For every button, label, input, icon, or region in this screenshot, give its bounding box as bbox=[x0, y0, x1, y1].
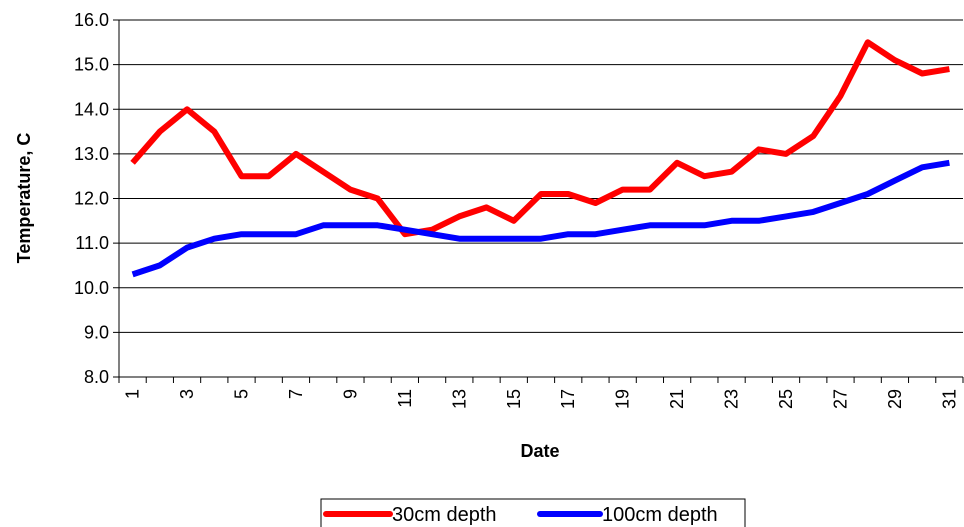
x-axis-ticks: 1 3 5 7 9 11 13 15 17 19 21 23 25 27 29 31 bbox=[118, 377, 964, 409]
y-tick-label: 13.0 bbox=[74, 144, 109, 164]
series-line-2 bbox=[131, 159, 950, 278]
y-axis-ticks: 8.0 9.0 10.0 11.0 12.0 13.0 14.0 15.0 16.0 bbox=[74, 10, 119, 387]
y-tick-label: 11.0 bbox=[75, 233, 109, 253]
y-axis-title: Temperature, C bbox=[14, 133, 34, 264]
x-tick-label: 29 bbox=[885, 389, 905, 409]
y-tick-label: 15.0 bbox=[74, 55, 109, 75]
x-tick-label: 17 bbox=[558, 389, 578, 409]
x-tick-label: 25 bbox=[776, 389, 796, 409]
x-tick-label: 21 bbox=[667, 389, 687, 409]
x-tick-label: 27 bbox=[830, 389, 850, 409]
axes bbox=[118, 20, 963, 378]
legend-label-1: 30cm depth bbox=[392, 504, 497, 526]
x-tick-label: 13 bbox=[449, 389, 469, 409]
y-tick-label: 8.0 bbox=[84, 367, 109, 387]
x-tick-label: 3 bbox=[177, 389, 197, 399]
y-tick-label: 14.0 bbox=[74, 99, 109, 119]
x-tick-label: 31 bbox=[939, 389, 959, 409]
x-axis-title: Date bbox=[520, 441, 559, 461]
legend: 30cm depth 100cm depth bbox=[320, 498, 746, 527]
y-tick-label: 16.0 bbox=[74, 10, 109, 30]
y-tick-label: 12.0 bbox=[74, 189, 109, 209]
x-tick-label: 19 bbox=[613, 389, 633, 409]
x-tick-label: 5 bbox=[232, 389, 252, 399]
x-tick-label: 23 bbox=[722, 389, 742, 409]
gridlines bbox=[119, 19, 963, 333]
x-tick-label: 1 bbox=[123, 389, 143, 399]
series-lines bbox=[130, 39, 950, 278]
legend-label-2: 100cm depth bbox=[602, 504, 718, 526]
x-tick-label: 7 bbox=[286, 389, 306, 399]
y-tick-label: 10.0 bbox=[74, 278, 109, 298]
x-tick-label: 15 bbox=[504, 389, 524, 409]
y-tick-label: 9.0 bbox=[84, 322, 109, 342]
series-line-1 bbox=[130, 39, 950, 238]
x-tick-label: 11 bbox=[395, 389, 415, 408]
x-tick-label: 9 bbox=[340, 389, 360, 399]
